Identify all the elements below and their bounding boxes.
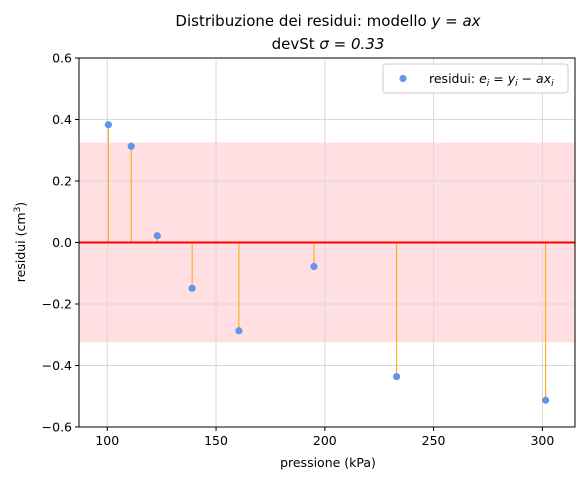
data-point: [235, 327, 243, 335]
chart-title: Distribuzione dei residui: modello y = a…: [175, 12, 480, 53]
y-tick-label: 0.2: [52, 174, 72, 189]
y-tick-label: −0.6: [42, 420, 72, 435]
x-axis-label: pressione (kPa): [280, 455, 376, 470]
y-tick-label: 0.0: [52, 235, 72, 250]
data-point: [542, 396, 550, 404]
x-tick-label: 250: [422, 433, 446, 448]
data-point: [104, 121, 112, 129]
legend-entry-residui: residui: ei = yi − axi: [429, 71, 554, 89]
legend-box: [382, 63, 569, 94]
data-point: [393, 372, 401, 381]
y-axis-label: residui (cm3): [13, 202, 28, 282]
data-point: [153, 232, 161, 240]
x-tick-label: 150: [204, 433, 228, 448]
y-tick-label: 0.4: [52, 112, 72, 127]
data-point: [310, 262, 318, 271]
plot-area: 100 150 200 250 300 −0.6 −0.4 −0.2 0.0 0.2 0.4 0.6: [42, 51, 576, 448]
data-point: [188, 284, 196, 292]
x-tick-label: 300: [530, 433, 554, 448]
legend: residui: ei = yi − axi: [382, 63, 569, 94]
y-tick-label: −0.2: [42, 297, 72, 312]
title-line-1: Distribuzione dei residui: modello y = a…: [175, 12, 480, 30]
x-tick-label: 100: [95, 433, 119, 448]
legend-marker: [399, 74, 407, 83]
data-point: [127, 142, 135, 150]
y-tick-label: 0.6: [52, 51, 72, 66]
y-tick-label: −0.4: [42, 358, 72, 373]
title-line-2: devSt σ = 0.33: [272, 35, 385, 53]
x-tick-label: 200: [313, 433, 337, 448]
